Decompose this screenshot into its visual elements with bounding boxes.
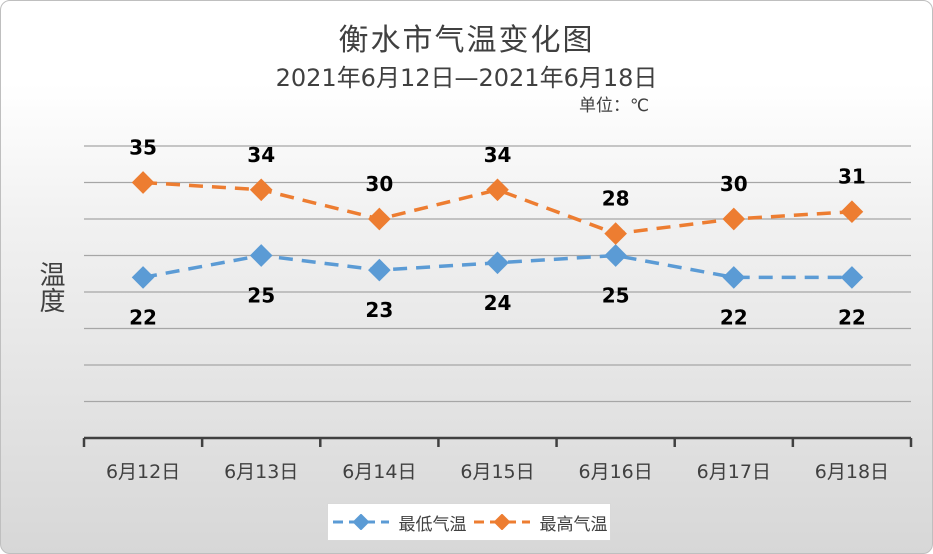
data-label: 34 [247,143,275,167]
x-tick-label: 6月18日 [815,461,889,483]
data-label: 35 [129,136,157,160]
series-point-1 [486,178,509,202]
legend-label-low: 最低气温 [398,514,467,535]
data-label: 22 [129,305,157,329]
series-point-1 [368,207,391,231]
x-tick-label: 6月14日 [342,461,416,483]
data-label: 30 [720,172,748,196]
legend-swatch-low [332,514,389,530]
legend-swatch-high [473,514,530,530]
series-point-0 [368,258,391,282]
series-point-0 [722,266,746,289]
data-labels: 22 25 23 24 25 22 22 35 34 30 34 28 30 31 [129,136,866,330]
data-label: 25 [602,284,630,308]
data-label: 22 [720,305,748,329]
legend-label-high: 最高气温 [539,514,608,535]
x-tick-label: 6月13日 [224,461,298,483]
x-tick-label: 6月12日 [106,461,180,483]
series-point-0 [604,244,627,267]
x-axis: 6月12日 6月13日 6月14日 6月15日 6月16日 6月17日 6月18日 [82,436,913,483]
legend-item-high: 最高气温 [472,510,608,535]
series-point-1 [722,207,746,231]
series-point-0 [131,266,155,289]
data-label: 25 [247,284,275,308]
x-tick-label: 6月17日 [697,461,771,483]
series-point-1 [840,200,864,224]
x-tick-label: 6月16日 [579,461,653,483]
legend: 最低气温 最高气温 [327,503,611,541]
series-point-1 [249,178,273,202]
series-point-1 [131,171,155,194]
series-point-0 [486,251,509,275]
data-label: 31 [838,165,866,189]
x-tick-label: 6月15日 [460,461,534,483]
chart-subtitle: 2021年6月12日—2021年6月18日 [275,64,658,92]
series-point-0 [249,244,273,267]
data-label: 22 [838,305,866,329]
grid-lines [84,145,911,403]
series-point-1 [604,222,627,245]
series-point-0 [840,266,864,289]
data-label: 23 [365,298,393,322]
data-label: 28 [602,187,630,211]
data-label: 30 [365,172,393,196]
y-axis-label: 温度 [35,261,65,313]
data-label: 34 [484,143,512,167]
chart-title: 衡水市气温变化图 [338,23,595,58]
series-layer [131,171,864,289]
unit-label: 单位：℃ [579,96,650,116]
legend-item-low: 最低气温 [331,510,467,535]
data-label: 24 [484,291,512,315]
